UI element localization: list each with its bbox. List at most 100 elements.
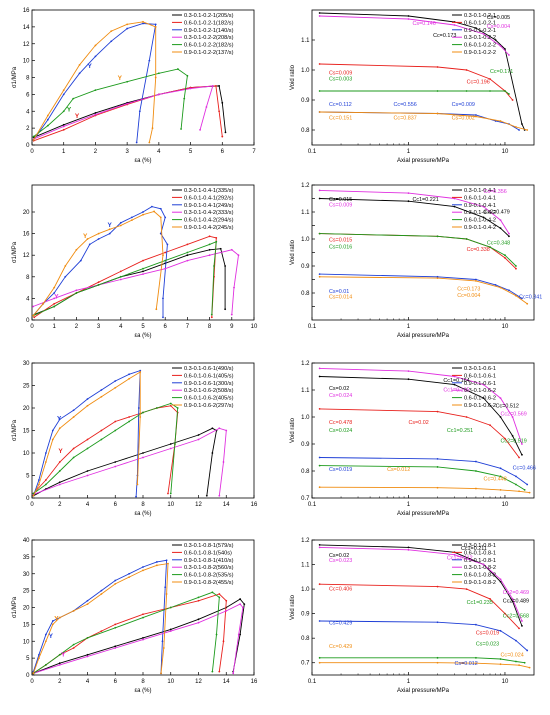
- data-point: [465, 90, 468, 92]
- legend-label: 0.3-0.1-0.6-2: [464, 388, 496, 394]
- data-point: [499, 416, 502, 418]
- x-tick-label: 3: [97, 324, 101, 330]
- data-point: [38, 657, 40, 660]
- annotation-label: Cc2=0.568: [503, 613, 529, 619]
- data-point: [197, 621, 200, 624]
- yield-marker: Y: [49, 633, 54, 640]
- data-point: [53, 292, 56, 294]
- data-point: [58, 481, 61, 484]
- data-point: [157, 93, 160, 96]
- data-point: [155, 561, 158, 563]
- data-point: [114, 465, 117, 468]
- y-axis: 0 5 10 15 20 25 30 35 40: [23, 538, 35, 679]
- data-point: [142, 211, 144, 213]
- y-tick-label: 5: [26, 474, 30, 480]
- data-point: [221, 135, 224, 138]
- series-line-2: [319, 583, 520, 629]
- data-point: [97, 281, 100, 284]
- data-point: [508, 232, 510, 235]
- data-point: [504, 257, 506, 259]
- legend-label: 0.9-0.1-0.4-1: [464, 203, 496, 209]
- data-point: [218, 494, 221, 497]
- y-tick-label: 12: [23, 42, 30, 48]
- annotation-label: Cs=0.016: [329, 244, 352, 250]
- data-point: [53, 286, 56, 289]
- data-point: [489, 424, 491, 426]
- data-point: [465, 69, 468, 71]
- data-point: [208, 248, 211, 251]
- y-tick-label: 25: [23, 589, 30, 595]
- data-point: [499, 45, 502, 47]
- legend-label: 0.9-0.1-0.8-1: [464, 558, 496, 564]
- data-point: [58, 427, 61, 430]
- data-point: [51, 620, 54, 622]
- data-point: [183, 97, 186, 100]
- data-point: [86, 655, 89, 658]
- plot-frame: [311, 9, 535, 146]
- data-point: [75, 248, 78, 251]
- data-point: [119, 224, 122, 227]
- x-tick-label: 8: [141, 679, 145, 685]
- series-line-3: [33, 23, 157, 143]
- data-point: [221, 101, 224, 104]
- data-point: [86, 238, 89, 240]
- annotations: Cs=0.015 Cc1=0.221 Cs=0.356 Cs=0.009 Cc2=0.4…: [329, 189, 542, 300]
- data-point: [75, 292, 78, 294]
- data-point: [44, 452, 47, 454]
- chart-panel-7: 0 2 4 6 8 10 12 14 16 0 5 10 15 20 25 30 35 40 εa (%) σ1/MP…: [12, 538, 258, 694]
- annotation-label: Cc=0.112: [329, 102, 352, 108]
- data-point: [407, 370, 410, 372]
- data-point: [318, 232, 321, 235]
- y-axis: 0 5 10 15 20 25 30: [23, 361, 35, 502]
- y-tick-label: 10: [23, 451, 30, 457]
- data-point: [518, 129, 520, 131]
- y-tick-label: 30: [23, 572, 30, 578]
- x-tick-label: 1: [407, 324, 411, 330]
- y-axis-title: σ1/MPa: [12, 241, 18, 263]
- data-point: [504, 90, 506, 92]
- data-point: [210, 316, 213, 319]
- data-point: [155, 564, 158, 567]
- data-point: [436, 585, 439, 588]
- data-point: [211, 85, 214, 87]
- data-point: [180, 128, 182, 130]
- legend-label: 0.3-0.1-0.2-1(205/s): [184, 13, 234, 19]
- x-tick-label: 4: [119, 324, 123, 330]
- annotation-label: Cs=0.004: [487, 24, 510, 30]
- data-point: [114, 645, 117, 648]
- x-tick-label: 14: [223, 679, 230, 685]
- legend-label: 0.9-0.1-0.2-1: [464, 28, 496, 34]
- y-tick-label: 14: [23, 25, 30, 31]
- data-point: [186, 243, 189, 246]
- data-point: [78, 63, 81, 66]
- legend-label: 0.9-0.1-0.2-2(137/s): [184, 50, 234, 56]
- y-tick-label: 0.9: [301, 264, 310, 270]
- data-point: [169, 606, 172, 609]
- data-point: [211, 591, 214, 594]
- data-point: [211, 670, 214, 673]
- series-group: [32, 205, 240, 319]
- data-point: [186, 74, 189, 77]
- data-point: [515, 483, 517, 486]
- data-point: [100, 389, 103, 391]
- y-tick-label: 12: [23, 253, 30, 259]
- x-axis-title: εa (%): [134, 511, 151, 517]
- x-tick-label: 2: [58, 679, 62, 685]
- data-point: [58, 470, 61, 472]
- data-point: [504, 48, 506, 50]
- y-tick-label: 20: [23, 210, 30, 216]
- data-point: [86, 474, 89, 477]
- data-point: [72, 643, 75, 646]
- data-point: [407, 548, 410, 551]
- data-point: [78, 72, 81, 75]
- data-point: [119, 221, 122, 224]
- y-tick-label: 10: [23, 639, 30, 645]
- data-point: [436, 661, 439, 664]
- x-tick-label: 10: [502, 149, 509, 155]
- legend-label: 0.3-0.1-0.6-2(508/s): [184, 388, 234, 394]
- x-axis: 0 2 4 6 8 10 12 14 16: [30, 495, 258, 508]
- data-point: [100, 395, 103, 398]
- data-point: [79, 259, 82, 262]
- data-point: [58, 653, 61, 656]
- data-point: [62, 125, 65, 128]
